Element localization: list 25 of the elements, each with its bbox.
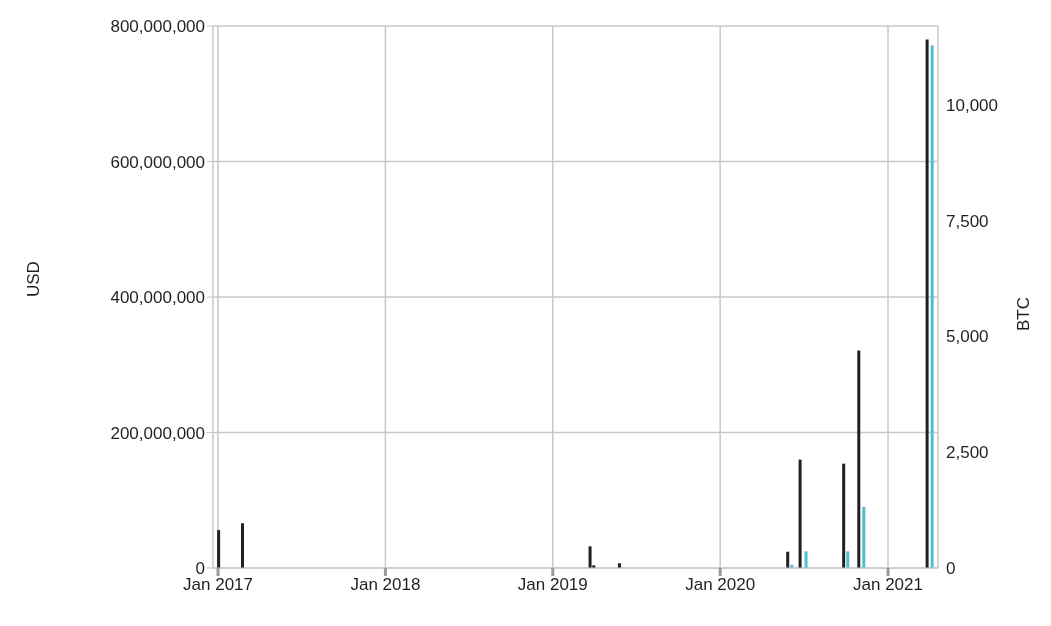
y-tick-label: 200,000,000 — [110, 423, 205, 443]
bar — [862, 506, 866, 568]
bar — [842, 463, 846, 568]
x-tick-label: Jan 2019 — [517, 575, 588, 595]
y2-tick-label: 5,000 — [946, 327, 989, 347]
y2-axis-title: BTC — [1014, 297, 1034, 331]
y2-tick-label: 0 — [946, 559, 956, 579]
y-tick-label: 400,000,000 — [110, 288, 205, 308]
y-tick-label: 600,000,000 — [110, 152, 205, 172]
bar — [798, 459, 802, 568]
bar — [240, 523, 244, 568]
bar — [846, 551, 850, 568]
bar — [786, 551, 790, 568]
bar — [804, 551, 808, 568]
y-axis-title: USD — [24, 261, 44, 297]
bar — [588, 546, 592, 568]
x-tick-label: Jan 2018 — [350, 575, 421, 595]
y2-tick-label: 7,500 — [946, 211, 989, 231]
bar — [857, 350, 861, 568]
y2-tick-label: 10,000 — [946, 95, 998, 115]
bar — [217, 530, 221, 568]
x-tick-label: Jan 2020 — [685, 575, 756, 595]
x-tick-label: Jan 2021 — [853, 575, 923, 595]
y-tick-label: 800,000,000 — [110, 17, 205, 37]
y2-tick-label: 2,500 — [946, 443, 989, 463]
